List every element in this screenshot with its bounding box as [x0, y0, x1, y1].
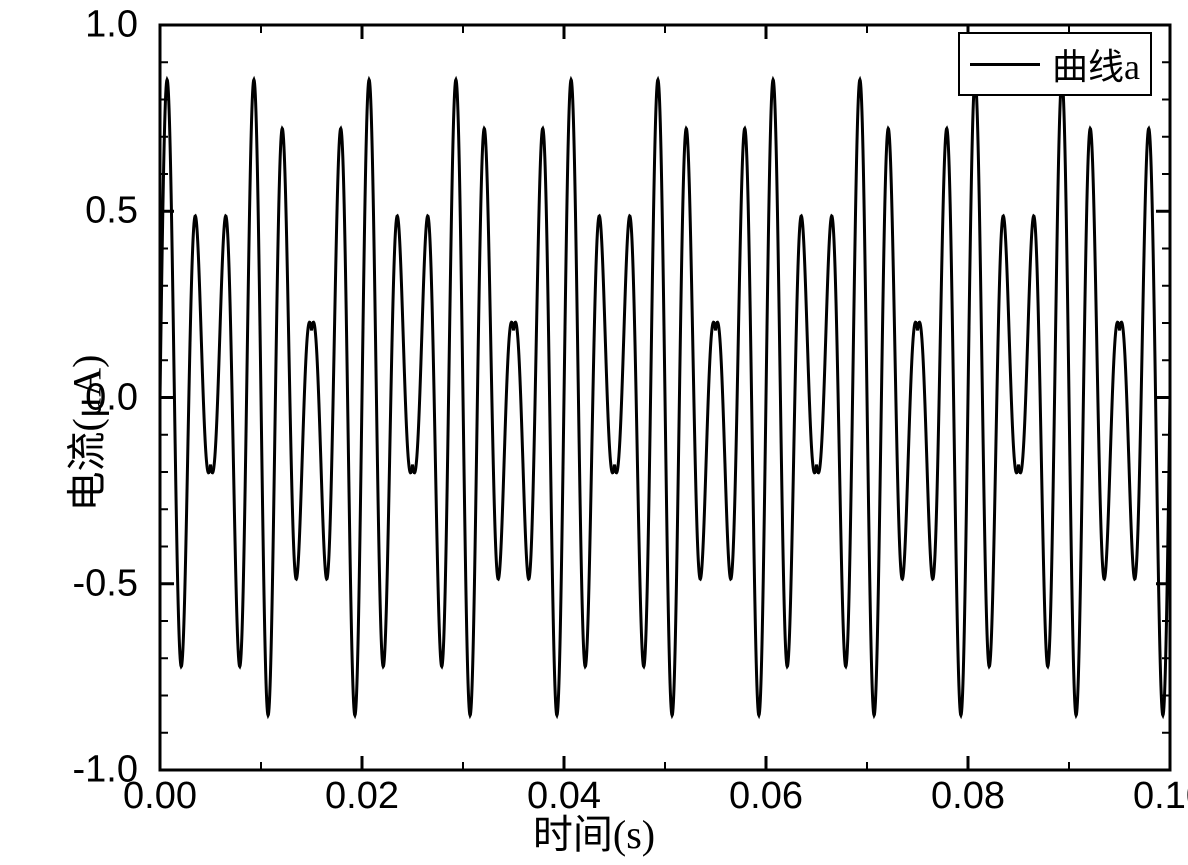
- y-tick-label: 0.0: [85, 376, 138, 419]
- y-tick-label: 0.5: [85, 190, 138, 233]
- series-curve-a: [160, 80, 1170, 715]
- x-tick-label: 0.02: [325, 775, 399, 818]
- x-tick-label: 0.00: [123, 775, 197, 818]
- chart-svg: [0, 0, 1188, 865]
- legend-line-sample: [970, 63, 1040, 66]
- x-tick-label: 0.08: [931, 775, 1005, 818]
- chart-container: 电流(μA) 时间(s) -1.0-0.50.00.51.0 0.000.020…: [0, 0, 1188, 865]
- legend-label: 曲线a: [1052, 38, 1140, 90]
- x-tick-label: 0.06: [729, 775, 803, 818]
- x-tick-label: 0.10: [1133, 775, 1188, 818]
- legend: 曲线a: [958, 32, 1152, 96]
- x-tick-label: 0.04: [527, 775, 601, 818]
- y-tick-label: -0.5: [73, 562, 138, 605]
- y-tick-label: 1.0: [85, 4, 138, 47]
